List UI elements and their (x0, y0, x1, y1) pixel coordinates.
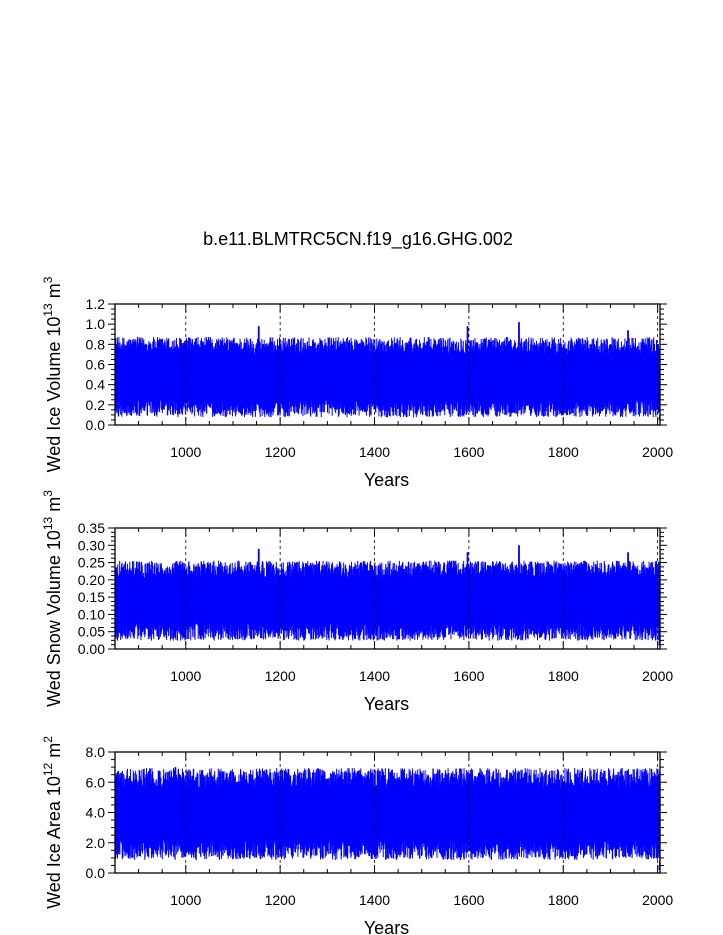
y-axis-label-unit-exponent: 3 (41, 276, 55, 283)
x-tick-label: 1000 (170, 668, 201, 684)
y-axis-label-unit: m (44, 497, 64, 517)
chart-panel-3: 1000 1200 1400 1600 1800 2000 0.0 2.0 4.0 6.0 8.0 Y… (41, 736, 673, 935)
y-axis-label-unit: m (44, 743, 64, 763)
y-tick-label: 0.00 (78, 641, 105, 657)
y-axis-label-main: Wed Snow Volume 10 (44, 530, 64, 707)
x-tick-label: 1800 (548, 444, 579, 460)
y-tick-label: 0.8 (86, 336, 106, 352)
y-tick-label: 4.0 (86, 805, 106, 821)
y-tick-label: 0.15 (78, 589, 105, 605)
y-axis-label: Wed Snow Volume 1013 m3 (41, 490, 64, 707)
y-tick-label: 0.25 (78, 555, 105, 571)
series-line (115, 767, 660, 871)
chart-panel-2: 1000 1200 1400 1600 1800 2000 0.000.05 0.100.15… (41, 490, 673, 714)
y-axis-label-unit: m (44, 283, 64, 303)
y-axis-label-exponent: 13 (41, 516, 55, 530)
y-axis-label: Wed Ice Volume 1013 m3 (41, 276, 64, 472)
series-line (115, 322, 660, 421)
y-axis-label-main: Wed Ice Area 10 (44, 776, 64, 909)
y-tick-label: 1.0 (86, 316, 106, 332)
x-axis-label: Years (364, 918, 409, 935)
x-tick-label: 1200 (265, 668, 296, 684)
y-tick-label: 0.6 (86, 357, 106, 373)
x-tick-label: 2000 (642, 668, 673, 684)
y-tick-label: 6.0 (86, 774, 106, 790)
x-tick-label: 1200 (265, 444, 296, 460)
figure-title: b.e11.BLMTRC5CN.f19_g16.GHG.002 (203, 229, 513, 250)
y-axis-label: Wed Ice Area 1012 m2 (41, 736, 64, 909)
y-tick-label: 8.0 (86, 744, 106, 760)
x-tick-label: 1000 (170, 892, 201, 908)
x-tick-label: 1000 (170, 444, 201, 460)
x-tick-label: 1400 (359, 892, 390, 908)
y-tick-label: 0.30 (78, 537, 105, 553)
y-tick-label: 0.4 (86, 377, 106, 393)
y-axis-label-main: Wed Ice Volume 10 (44, 317, 64, 473)
y-axis-label-exponent: 12 (41, 762, 55, 776)
x-axis-label: Years (364, 694, 409, 714)
y-tick-label: 0.20 (78, 572, 105, 588)
y-tick-label: 1.2 (86, 296, 106, 312)
y-tick-label: 0.2 (86, 397, 106, 413)
y-tick-label: 0.35 (78, 520, 105, 536)
y-axis-label-exponent: 13 (41, 303, 55, 317)
x-tick-label: 1200 (265, 892, 296, 908)
chart-panels: 1000 1200 1400 1600 1800 2000 0.0 0.2 0.4 0.6 0.8 1… (41, 276, 673, 935)
y-tick-label: 0.0 (86, 417, 106, 433)
y-tick-label: 0.05 (78, 624, 105, 640)
y-axis-label-unit-exponent: 2 (41, 736, 55, 743)
y-axis-label-unit-exponent: 3 (41, 490, 55, 497)
x-tick-label: 2000 (642, 892, 673, 908)
x-tick-label: 1600 (453, 668, 484, 684)
x-tick-label: 2000 (642, 444, 673, 460)
x-tick-label: 1800 (548, 668, 579, 684)
x-axis-label: Years (364, 470, 409, 490)
chart-panel-1: 1000 1200 1400 1600 1800 2000 0.0 0.2 0.4 0.6 0.8 1… (41, 276, 673, 490)
x-tick-label: 1400 (359, 444, 390, 460)
x-tick-label: 1400 (359, 668, 390, 684)
x-tick-label: 1800 (548, 892, 579, 908)
y-tick-label: 2.0 (86, 835, 106, 851)
series-line (115, 545, 660, 646)
x-tick-label: 1600 (453, 892, 484, 908)
y-tick-label: 0.0 (86, 865, 106, 881)
x-tick-label: 1600 (453, 444, 484, 460)
y-tick-label: 0.10 (78, 606, 105, 622)
